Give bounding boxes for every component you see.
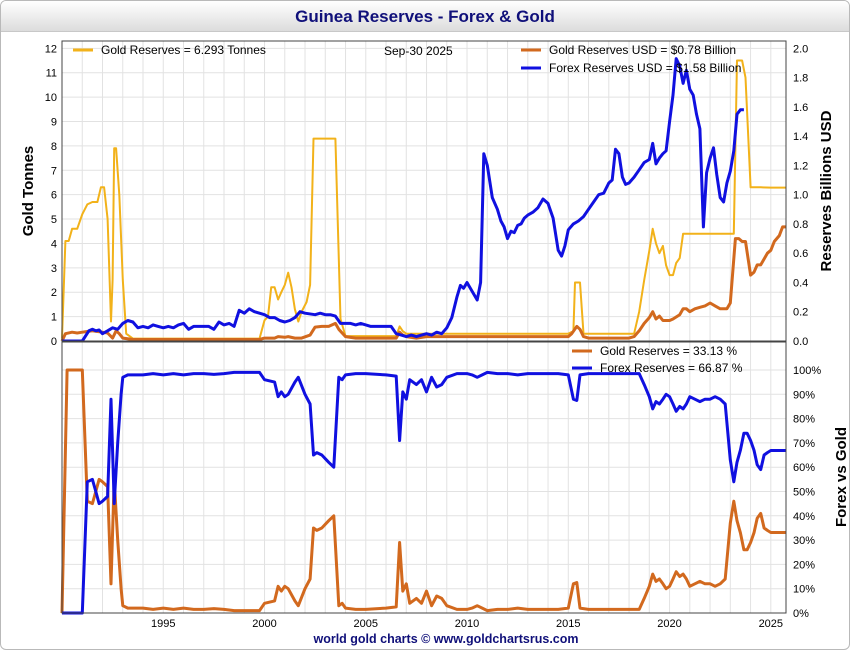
x-tick: 2020 bbox=[657, 618, 681, 630]
bottom-legend: Gold Reserves = 33.13 % Forex Reserves = … bbox=[572, 344, 743, 375]
legend-label: Gold Reserves = 33.13 % bbox=[600, 344, 737, 358]
y-tick-left: 7 bbox=[51, 165, 57, 177]
y-tick-right: 2.0 bbox=[793, 43, 808, 55]
legend-label: Gold Reserves = 6.293 Tonnes bbox=[101, 43, 266, 57]
legend-label: Forex Reserves = 66.87 % bbox=[600, 361, 743, 375]
forex-usd-line bbox=[62, 57, 744, 343]
y-tick-right-pct: 30% bbox=[793, 535, 815, 547]
top-series bbox=[60, 57, 786, 343]
y-tick-left: 0 bbox=[51, 336, 57, 348]
forex-share-line bbox=[62, 370, 786, 615]
bottom-plot-frame bbox=[61, 341, 787, 614]
y-tick-left: 12 bbox=[45, 43, 57, 55]
y-tick-left: 10 bbox=[45, 92, 57, 104]
y-tick-right-pct: 40% bbox=[793, 511, 815, 523]
y-tick-right-pct: 0% bbox=[793, 608, 809, 620]
date-label: Sep-30 2025 bbox=[384, 44, 453, 58]
top-legend: Gold Reserves = 6.293 Tonnes Gold Reserve… bbox=[73, 43, 741, 75]
y-tick-left: 4 bbox=[51, 238, 57, 250]
y-tick-right: 1.8 bbox=[793, 73, 808, 85]
y-tick-right-pct: 70% bbox=[793, 438, 815, 450]
y-axis-title-left: Gold Tonnes bbox=[20, 146, 37, 237]
y-tick-left: 1 bbox=[51, 312, 57, 324]
y-tick-right-pct: 20% bbox=[793, 559, 815, 571]
y-tick-right: 0.0 bbox=[793, 336, 808, 348]
y-tick-right-pct: 60% bbox=[793, 462, 815, 474]
y-tick-right: 0.8 bbox=[793, 219, 808, 231]
y-tick-right-pct: 80% bbox=[793, 414, 815, 426]
x-tick: 2010 bbox=[455, 618, 479, 630]
y-tick-right: 0.6 bbox=[793, 248, 808, 260]
bottom-series bbox=[60, 368, 786, 615]
y-tick-left: 3 bbox=[51, 263, 57, 275]
y-tick-right: 1.6 bbox=[793, 102, 808, 114]
y-tick-right-pct: 50% bbox=[793, 487, 815, 499]
y-tick-right-pct: 100% bbox=[793, 365, 821, 377]
y-tick-right-pct: 90% bbox=[793, 389, 815, 401]
top-gridlines bbox=[62, 41, 786, 342]
y-tick-left: 9 bbox=[51, 116, 57, 128]
x-tick: 2025 bbox=[759, 618, 783, 630]
gold-usd-line bbox=[60, 225, 786, 342]
y-tick-right: 0.2 bbox=[793, 307, 808, 319]
y-tick-right-pct: 10% bbox=[793, 584, 815, 596]
plot-frames bbox=[61, 40, 787, 614]
y-tick-left: 8 bbox=[51, 141, 57, 153]
chart-title: Guinea Reserves - Forex & Gold bbox=[1, 1, 849, 32]
y-axis-title-right-bottom: Forex vs Gold bbox=[833, 427, 849, 527]
footer-credit: world gold charts © www.goldchartsrus.co… bbox=[312, 632, 578, 646]
x-tick: 1995 bbox=[151, 618, 175, 630]
y-tick-left: 2 bbox=[51, 287, 57, 299]
y-axis-title-right-top: Reserves Billions USD bbox=[818, 110, 835, 271]
y-tick-left: 5 bbox=[51, 214, 57, 226]
y-tick-left: 11 bbox=[46, 68, 57, 80]
top-plot-frame bbox=[61, 40, 787, 342]
gold-share-line bbox=[60, 368, 786, 614]
x-tick: 2005 bbox=[354, 618, 378, 630]
gold-tonnes-line bbox=[61, 59, 786, 340]
legend-label: Forex Reserves USD = $1.58 Billion bbox=[549, 61, 741, 75]
y-tick-right: 0.4 bbox=[793, 277, 808, 289]
tick-labels: 01234567891011120.00.20.40.60.81.01.21.4… bbox=[45, 43, 822, 630]
y-tick-right: 1.0 bbox=[793, 190, 808, 202]
y-tick-left: 6 bbox=[51, 190, 57, 202]
y-tick-right: 1.4 bbox=[793, 131, 808, 143]
x-tick: 2000 bbox=[252, 618, 276, 630]
y-tick-right: 1.2 bbox=[793, 160, 808, 172]
bottom-gridlines bbox=[62, 342, 786, 614]
legend-label: Gold Reserves USD = $0.78 Billion bbox=[549, 43, 736, 57]
x-tick: 2015 bbox=[556, 618, 580, 630]
